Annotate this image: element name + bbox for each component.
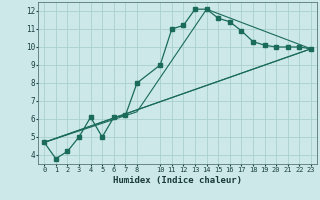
X-axis label: Humidex (Indice chaleur): Humidex (Indice chaleur) <box>113 176 242 185</box>
